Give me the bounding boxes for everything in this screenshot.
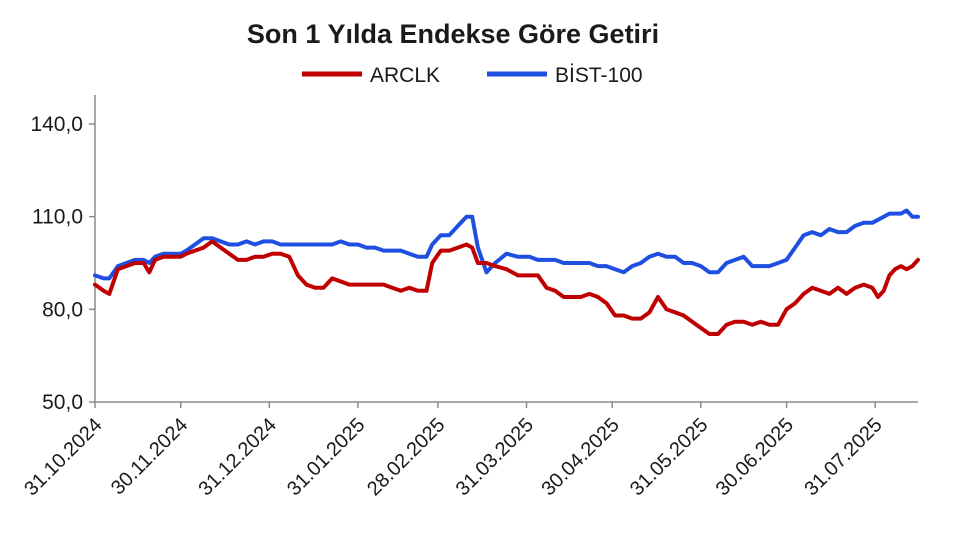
x-tick-label: 31.12.2024 [195, 414, 281, 500]
series-line-arclk [93, 239, 920, 336]
legend-label-bist100: BİST-100 [555, 64, 643, 87]
x-tick-label: 30.04.2025 [537, 414, 623, 500]
y-tick-label: 140,0 [30, 113, 83, 136]
x-tick-label: 31.03.2025 [452, 414, 538, 500]
y-tick-label: 110,0 [32, 206, 83, 229]
y-axis-ticks: 50,0 80,0 110,0 140,0 [30, 113, 95, 414]
legend: ARCLK BİST-100 [302, 64, 643, 87]
chart-title: Son 1 Yılda Endekse Göre Getiri [247, 19, 659, 49]
x-tick-label: 31.10.2024 [20, 414, 106, 500]
x-tick-label: 31.01.2025 [283, 414, 369, 500]
x-axis-ticks: 31.10.2024 30.11.2024 31.12.2024 31.01.2025… [20, 402, 887, 500]
x-tick-label: 30.06.2025 [712, 414, 798, 500]
y-tick-label: 50,0 [42, 391, 83, 414]
series-lines [93, 208, 920, 336]
x-tick-label: 30.11.2024 [107, 414, 192, 499]
x-tick-label: 28.02.2025 [363, 414, 449, 500]
series-line-bist100 [93, 208, 920, 281]
x-tick-label: 31.05.2025 [626, 414, 712, 500]
legend-label-arclk: ARCLK [370, 64, 440, 87]
y-tick-label: 80,0 [42, 298, 83, 321]
x-tick-label: 31.07.2025 [800, 414, 886, 500]
